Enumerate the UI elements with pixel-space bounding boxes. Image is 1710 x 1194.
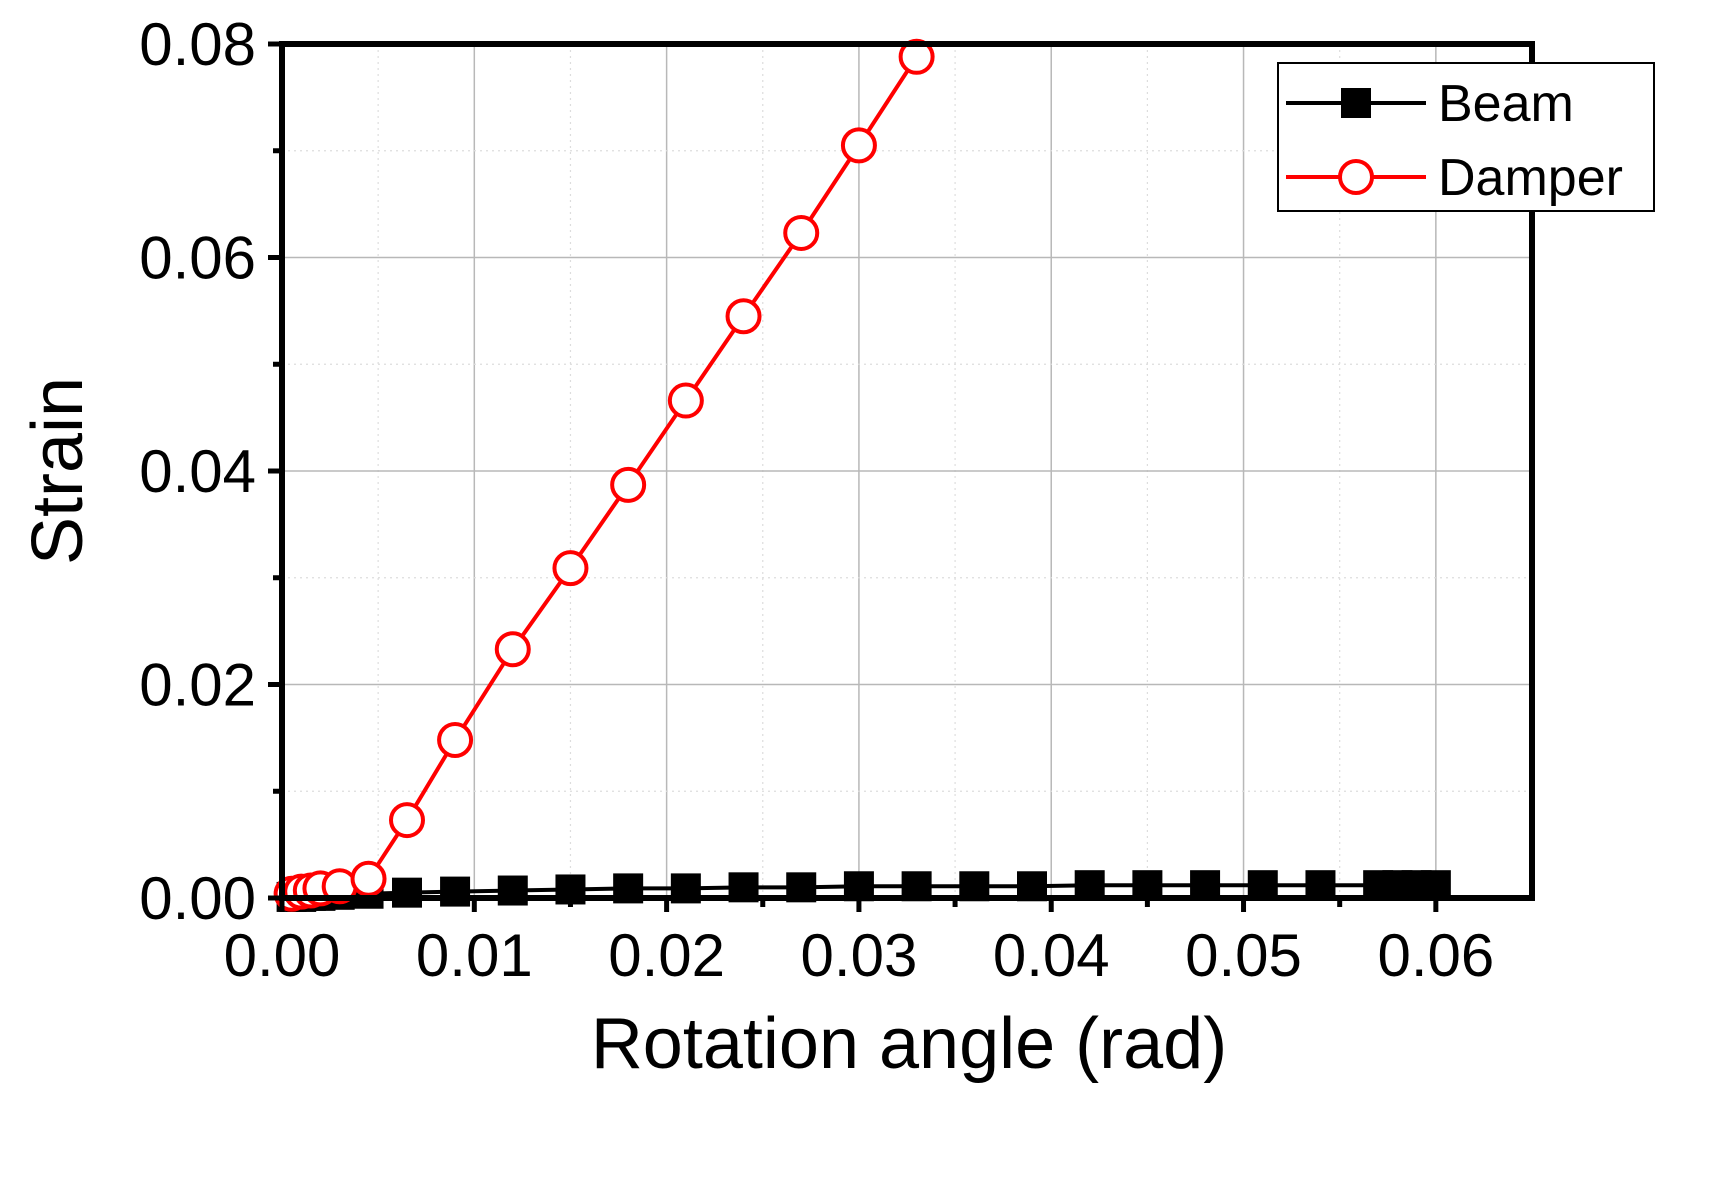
axis-ticks [268, 41, 1439, 912]
legend-label: Beam [1438, 75, 1574, 133]
legend-item-beam: Beam [1286, 75, 1574, 133]
damper-point [840, 127, 877, 164]
x-tick-label: 0.03 [801, 922, 918, 989]
legend-item-damper: Damper [1286, 149, 1623, 207]
y-tick-label: 0.06 [139, 225, 256, 292]
beam-point [392, 877, 422, 908]
x-axis-tick-labels: 0.00 0.01 0.02 0.03 0.04 0.05 0.06 [224, 922, 1495, 989]
legend-label: Damper [1438, 149, 1623, 207]
damper-point [898, 38, 935, 75]
x-tick-label: 0.00 [224, 922, 341, 989]
x-tick-label: 0.01 [416, 922, 533, 989]
x-tick-label: 0.05 [1185, 922, 1302, 989]
x-tick-label: 0.06 [1377, 922, 1494, 989]
legend-marker [1341, 88, 1371, 118]
x-tick-label: 0.04 [993, 922, 1110, 989]
y-axis-title: Strain [18, 377, 98, 565]
beam-point [497, 875, 528, 906]
damper-point [725, 298, 762, 335]
legend: Beam Damper [1277, 62, 1655, 212]
y-tick-label: 0.04 [139, 438, 256, 505]
y-axis-tick-labels: 0.00 0.02 0.04 0.06 0.08 [139, 11, 256, 932]
damper-point [350, 860, 387, 897]
y-tick-label: 0.08 [139, 11, 256, 78]
damper-point [667, 382, 704, 419]
beam-point [440, 876, 471, 907]
damper-point [783, 214, 820, 251]
damper-point [610, 466, 647, 503]
x-tick-label: 0.02 [608, 922, 725, 989]
damper-point [494, 631, 531, 668]
damper-point [389, 802, 425, 839]
series-damper [273, 38, 935, 912]
legend-marker [1338, 159, 1374, 195]
x-axis-title: Rotation angle (rad) [591, 1004, 1227, 1084]
damper-point [552, 550, 589, 587]
y-tick-label: 0.02 [139, 652, 256, 719]
y-tick-label: 0.00 [139, 865, 256, 932]
damper-point [437, 722, 474, 759]
